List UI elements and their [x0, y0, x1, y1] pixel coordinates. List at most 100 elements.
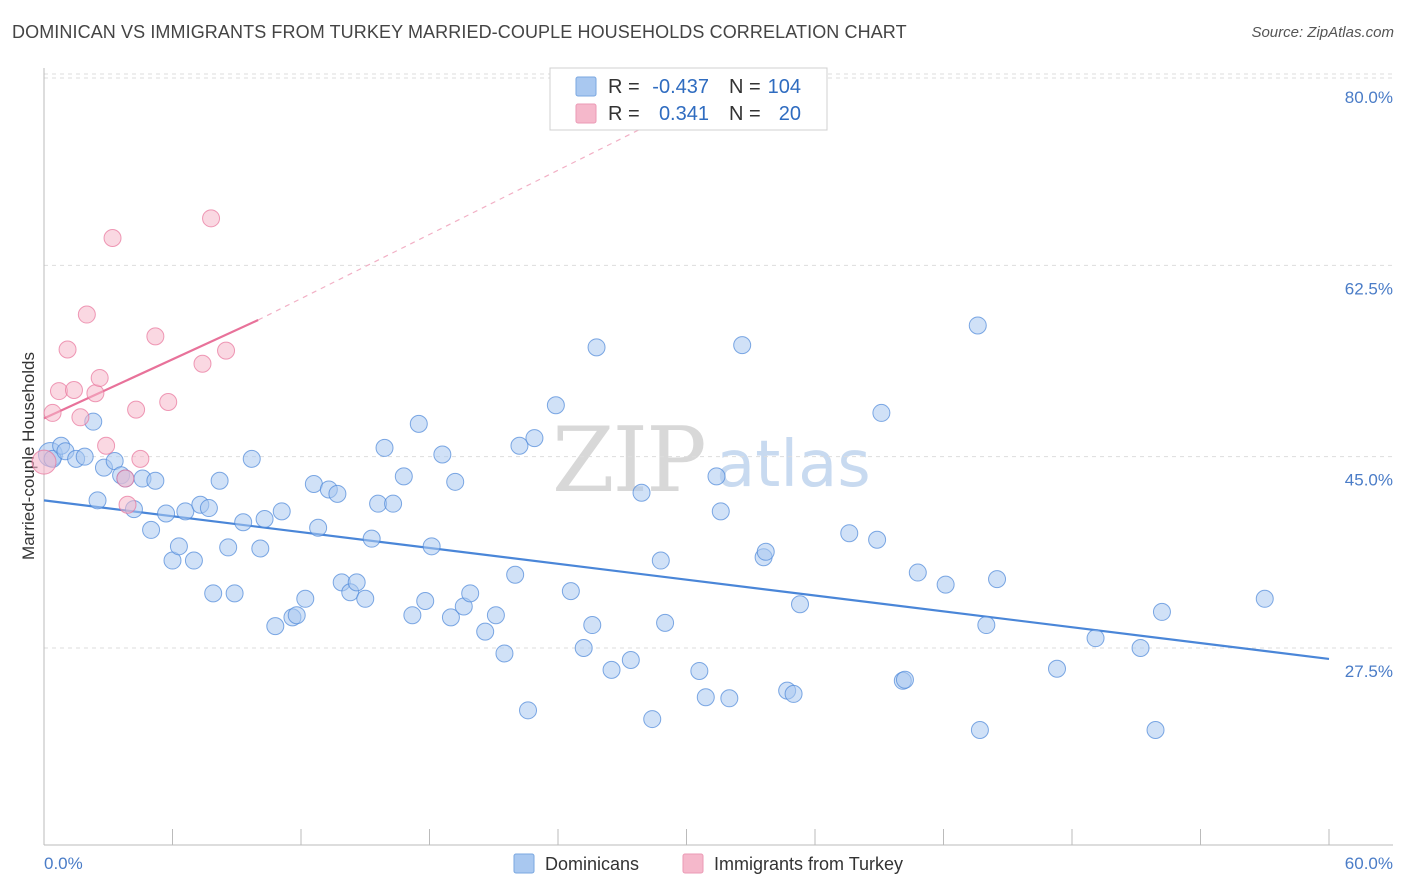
dominican-point: [255, 509, 274, 528]
y-tick-label: 80.0%: [1345, 88, 1393, 107]
dominican-point: [561, 582, 580, 601]
dominican-point: [510, 436, 529, 455]
y-tick-label: 27.5%: [1345, 662, 1393, 681]
dominican-point: [587, 338, 606, 357]
turkey-point: [118, 495, 137, 514]
dominican-point: [720, 689, 739, 708]
dominican-point: [643, 710, 662, 729]
dominican-point: [1152, 602, 1171, 621]
dominican-point: [328, 484, 347, 503]
dominican-point: [199, 499, 218, 518]
legend-n-value-2: 20: [779, 103, 801, 125]
y-tick-label: 45.0%: [1345, 471, 1393, 490]
dominican-point: [872, 403, 891, 422]
turkey-point: [193, 354, 212, 373]
legend-r-label-2: R =: [608, 103, 640, 125]
dominican-point: [696, 688, 715, 707]
dominican-point: [1086, 629, 1105, 648]
dominican-point: [375, 438, 394, 457]
dominican-point: [142, 520, 161, 539]
turkey-point: [49, 382, 68, 401]
dominican-point: [583, 616, 602, 635]
dominican-point: [225, 584, 244, 603]
dominican-point: [204, 584, 223, 603]
dominican-point: [287, 606, 306, 625]
dominican-point: [1048, 659, 1067, 678]
dominican-point: [895, 670, 914, 689]
trend-line-0: [43, 499, 1330, 661]
legend-swatch-turkey: [575, 103, 597, 124]
dominican-point: [690, 661, 709, 680]
trend-line-1: [43, 319, 259, 420]
dominican-point: [272, 502, 291, 521]
dominican-point: [1146, 721, 1165, 739]
dominican-point: [384, 494, 403, 513]
turkey-point: [31, 449, 57, 475]
dominican-point: [977, 616, 996, 635]
dominican-point: [791, 595, 810, 614]
x-tick-label-max: 60.0%: [1345, 854, 1393, 873]
dominican-point: [988, 570, 1007, 589]
dominican-point: [210, 471, 229, 490]
dominican-point: [495, 644, 514, 663]
correlation-legend: R = -0.437 N = 104 R = 0.341 N = 20: [549, 67, 828, 131]
dominican-point: [369, 494, 388, 513]
watermark-atlas: atlas: [716, 428, 871, 502]
bottom-legend-label-turkey: Immigrants from Turkey: [714, 854, 903, 874]
turkey-point: [43, 403, 62, 422]
dominican-point: [506, 565, 525, 584]
y-axis-label: Married-couple Households: [19, 352, 38, 560]
legend-r-value-2: 0.341: [659, 103, 709, 125]
legend-r-label-1: R =: [608, 76, 640, 98]
dominican-point: [88, 491, 107, 510]
dominican-point: [433, 445, 452, 464]
turkey-point: [159, 393, 178, 411]
bottom-legend-swatch-dominicans: [513, 853, 535, 874]
turkey-point: [202, 209, 221, 228]
turkey-point: [71, 408, 90, 427]
legend-n-label-1: N =: [729, 76, 761, 98]
bottom-legend-swatch-turkey: [682, 853, 704, 874]
x-tick-label-min: 0.0%: [44, 854, 83, 873]
dominican-point: [347, 573, 366, 592]
dominican-point: [840, 524, 859, 543]
watermark-zip: ZIP: [552, 408, 705, 513]
x-ticks: [43, 829, 1330, 845]
turkey-point: [131, 449, 150, 468]
y-tick-label: 62.5%: [1345, 279, 1393, 298]
grid-lines: [44, 73, 1393, 649]
dominican-point: [733, 336, 752, 355]
dominican-point: [394, 467, 413, 486]
dominican-point: [251, 539, 270, 558]
dominican-point: [602, 660, 621, 679]
dominican-point: [461, 584, 480, 603]
dominican-point: [219, 538, 238, 557]
dominican-point: [409, 414, 428, 433]
dominican-point: [75, 447, 94, 466]
dominican-point: [176, 502, 195, 521]
dominican-point: [968, 316, 987, 335]
dominican-point: [476, 622, 495, 641]
dominican-point: [908, 563, 927, 582]
dominican-point: [711, 502, 730, 521]
turkey-point: [217, 341, 236, 360]
trend-line-extension-1: [257, 73, 752, 321]
dominican-point: [1255, 589, 1274, 608]
dominican-point: [756, 542, 775, 561]
chart-title: DOMINICAN VS IMMIGRANTS FROM TURKEY MARR…: [12, 22, 907, 42]
turkey-point: [103, 229, 122, 247]
turkey-point: [58, 340, 77, 359]
turkey-point: [90, 368, 109, 387]
dominican-point: [632, 483, 651, 502]
dominican-point: [621, 651, 640, 670]
dominican-point: [1131, 639, 1150, 657]
turkey-point: [86, 384, 105, 403]
dominican-point: [146, 471, 165, 490]
dominican-point: [868, 530, 887, 549]
dominican-point: [416, 591, 435, 610]
turkey-point: [146, 327, 165, 346]
dominican-point: [309, 518, 328, 537]
dominican-point: [651, 551, 670, 570]
series-legend: Dominicans Immigrants from Turkey: [513, 853, 903, 874]
